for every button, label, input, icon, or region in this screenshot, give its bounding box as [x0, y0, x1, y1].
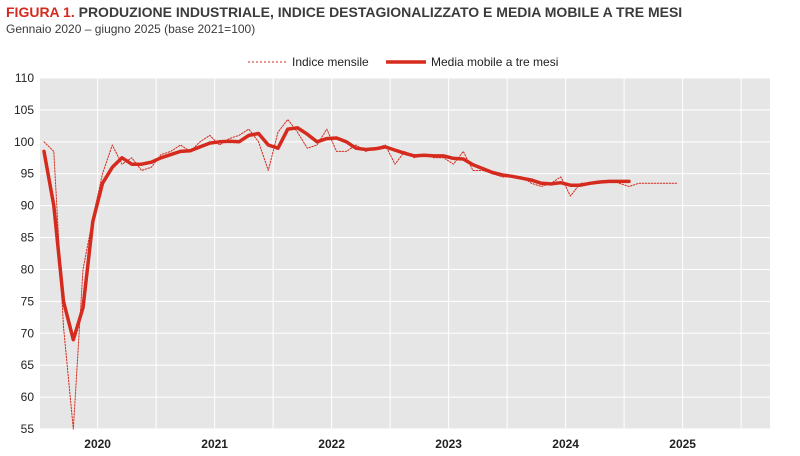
figure-label: FIGURA 1. [6, 4, 75, 20]
y-tick-label: 65 [21, 358, 35, 372]
gridlines [40, 77, 770, 430]
y-tick-label: 95 [21, 167, 35, 181]
y-tick-label: 90 [21, 199, 35, 213]
y-tick-label: 105 [14, 103, 34, 117]
series-group [42, 119, 679, 430]
legend-label-media-mobile: Media mobile a tre mesi [431, 55, 558, 69]
chart-title: FIGURA 1. PRODUZIONE INDUSTRIALE, INDICE… [6, 4, 796, 21]
plot-background [40, 78, 770, 429]
x-year-label-2023: 2023 [435, 437, 462, 451]
y-tick-label: 85 [21, 231, 35, 245]
series-line-media-mobile [42, 126, 631, 342]
y-tick-label: 55 [21, 422, 35, 436]
x-year-label-2025: 2025 [669, 437, 696, 451]
y-tick-label: 110 [15, 71, 34, 85]
line-chart: 55 60 65 70 75 80 85 90 95 100 105 110 2020 2021 2022… [14, 51, 770, 451]
x-year-label-2022: 2022 [318, 437, 345, 451]
x-year-label-2020: 2020 [84, 437, 111, 451]
chart-subtitle: Gennaio 2020 – giugno 2025 (base 2021=10… [6, 22, 256, 36]
x-axis: 2020 2021 2022 2023 2024 2025 [84, 437, 696, 451]
y-tick-label: 75 [21, 294, 35, 308]
chart-title-text: PRODUZIONE INDUSTRIALE, INDICE DESTAGION… [78, 4, 683, 20]
y-tick-label: 80 [21, 262, 35, 276]
y-tick-label: 60 [21, 390, 35, 404]
y-axis: 55 60 65 70 75 80 85 90 95 100 105 110 [14, 71, 34, 436]
chart-header: FIGURA 1. PRODUZIONE INDUSTRIALE, INDICE… [6, 4, 796, 37]
legend-label-indice-mensile: Indice mensile [292, 55, 369, 69]
y-tick-label: 70 [21, 326, 35, 340]
legend: Indice mensile Media mobile a tre mesi [221, 51, 571, 73]
y-tick-label: 100 [14, 135, 34, 149]
x-year-label-2024: 2024 [552, 437, 579, 451]
x-year-label-2021: 2021 [201, 437, 228, 451]
